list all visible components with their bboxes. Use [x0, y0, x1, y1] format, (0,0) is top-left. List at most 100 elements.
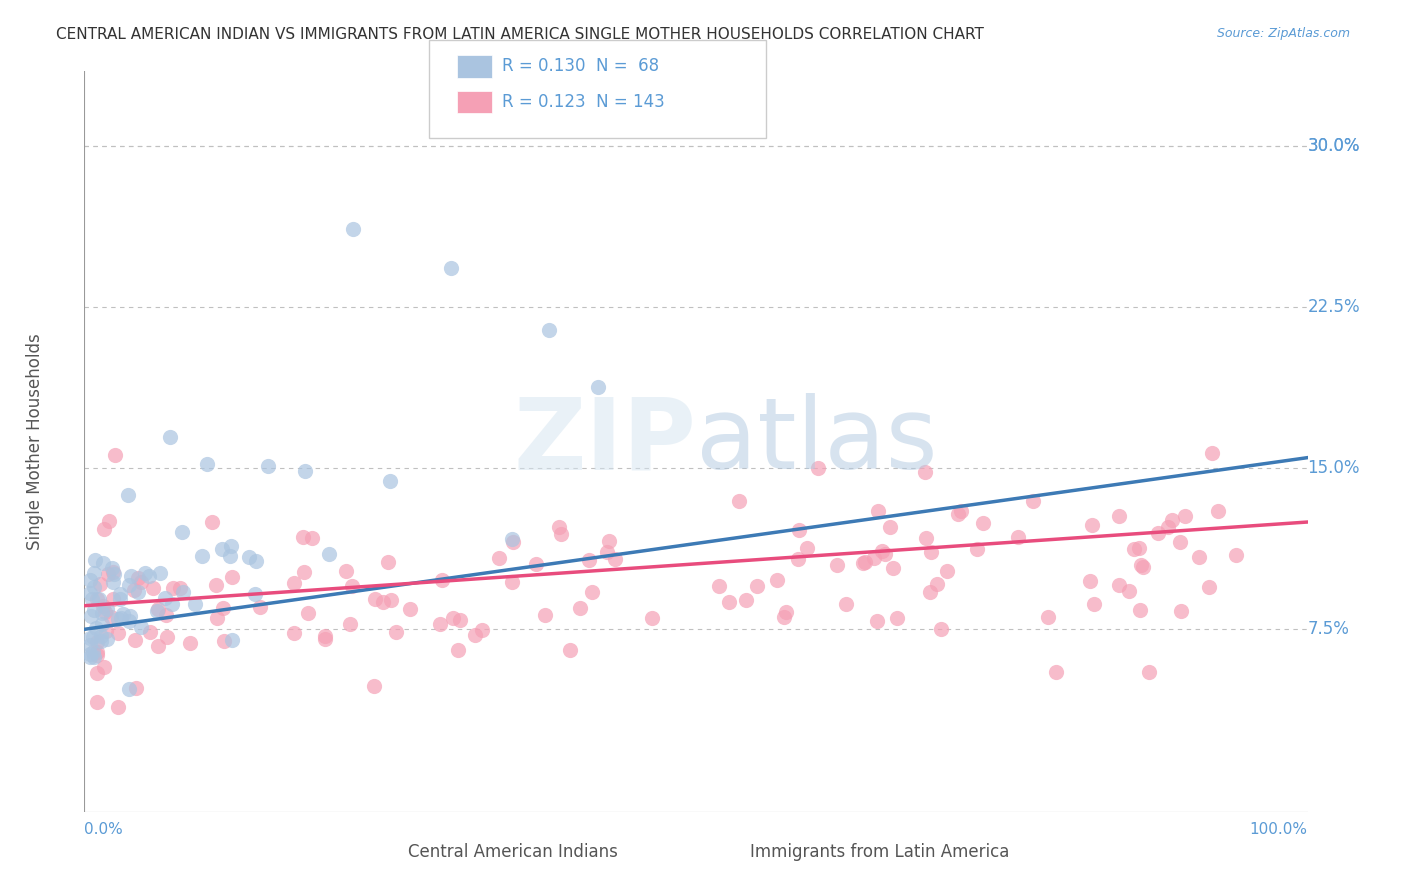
Point	[297, 606, 319, 620]
Point	[86, 648, 108, 663]
Point	[1157, 520, 1180, 534]
Point	[1129, 558, 1152, 572]
Point	[1208, 503, 1230, 517]
Point	[124, 681, 146, 695]
Point	[146, 604, 169, 618]
Point	[488, 550, 510, 565]
Point	[79, 573, 101, 587]
Point	[93, 522, 115, 536]
Point	[925, 577, 948, 591]
Point	[398, 601, 420, 615]
Point	[1187, 550, 1209, 565]
Point	[786, 552, 808, 566]
Point	[1168, 535, 1191, 549]
Point	[172, 584, 194, 599]
Point	[195, 457, 218, 471]
Point	[79, 648, 101, 662]
Point	[79, 638, 101, 652]
Point	[335, 564, 357, 578]
Point	[93, 605, 115, 619]
Point	[146, 602, 169, 616]
Point	[534, 608, 557, 623]
Point	[139, 625, 162, 640]
Point	[169, 582, 191, 596]
Point	[550, 527, 572, 541]
Point	[79, 632, 101, 646]
Point	[314, 632, 336, 646]
Point	[853, 555, 876, 569]
Point	[449, 613, 471, 627]
Point	[160, 597, 183, 611]
Point	[775, 605, 797, 619]
Point	[129, 620, 152, 634]
Point	[83, 580, 105, 594]
Point	[501, 575, 523, 590]
Point	[1128, 602, 1150, 616]
Point	[364, 591, 387, 606]
Point	[441, 610, 464, 624]
Point	[103, 567, 125, 582]
Text: 7.5%: 7.5%	[1308, 620, 1350, 639]
Point	[1108, 578, 1130, 592]
Point	[108, 587, 131, 601]
Point	[129, 574, 152, 589]
Text: Immigrants from Latin America: Immigrants from Latin America	[749, 844, 1010, 862]
Point	[155, 591, 177, 605]
Point	[205, 577, 228, 591]
Point	[1123, 542, 1146, 557]
Point	[96, 602, 118, 616]
Point	[96, 632, 118, 646]
Point	[882, 561, 904, 575]
Point	[127, 570, 149, 584]
Point	[292, 530, 315, 544]
Point	[728, 493, 751, 508]
Point	[91, 606, 114, 620]
Point	[471, 623, 494, 637]
Point	[101, 561, 124, 575]
Point	[283, 626, 305, 640]
Point	[548, 520, 571, 534]
Text: 15.0%: 15.0%	[1308, 459, 1360, 477]
Point	[107, 699, 129, 714]
Point	[211, 601, 233, 615]
Point	[1118, 584, 1140, 599]
Point	[1137, 665, 1160, 680]
Point	[1147, 526, 1170, 541]
Point	[86, 634, 108, 648]
Point	[524, 557, 547, 571]
Point	[966, 542, 988, 557]
Point	[464, 627, 486, 641]
Point	[1198, 580, 1220, 594]
Point	[1201, 446, 1223, 460]
Point	[936, 564, 959, 578]
Text: Central American Indians: Central American Indians	[408, 844, 617, 862]
Point	[107, 626, 129, 640]
Point	[314, 629, 336, 643]
Point	[718, 595, 741, 609]
FancyBboxPatch shape	[415, 843, 451, 862]
Text: R = 0.123  N = 143: R = 0.123 N = 143	[502, 93, 665, 111]
Point	[866, 503, 889, 517]
Point	[138, 568, 160, 582]
Point	[863, 551, 886, 566]
Point	[380, 474, 402, 488]
Point	[118, 614, 141, 628]
Point	[1080, 517, 1102, 532]
Point	[257, 458, 280, 473]
Point	[1007, 530, 1029, 544]
Point	[91, 617, 114, 632]
Point	[1078, 574, 1101, 589]
Point	[86, 665, 108, 680]
Point	[1108, 509, 1130, 524]
Point	[598, 534, 620, 549]
Point	[80, 592, 103, 607]
Point	[90, 633, 112, 648]
Point	[80, 608, 103, 623]
Point	[211, 542, 233, 557]
Point	[159, 430, 181, 444]
Point	[218, 549, 240, 563]
Text: 22.5%: 22.5%	[1308, 299, 1360, 317]
Point	[79, 585, 101, 599]
Point	[342, 579, 364, 593]
Point	[221, 570, 243, 584]
